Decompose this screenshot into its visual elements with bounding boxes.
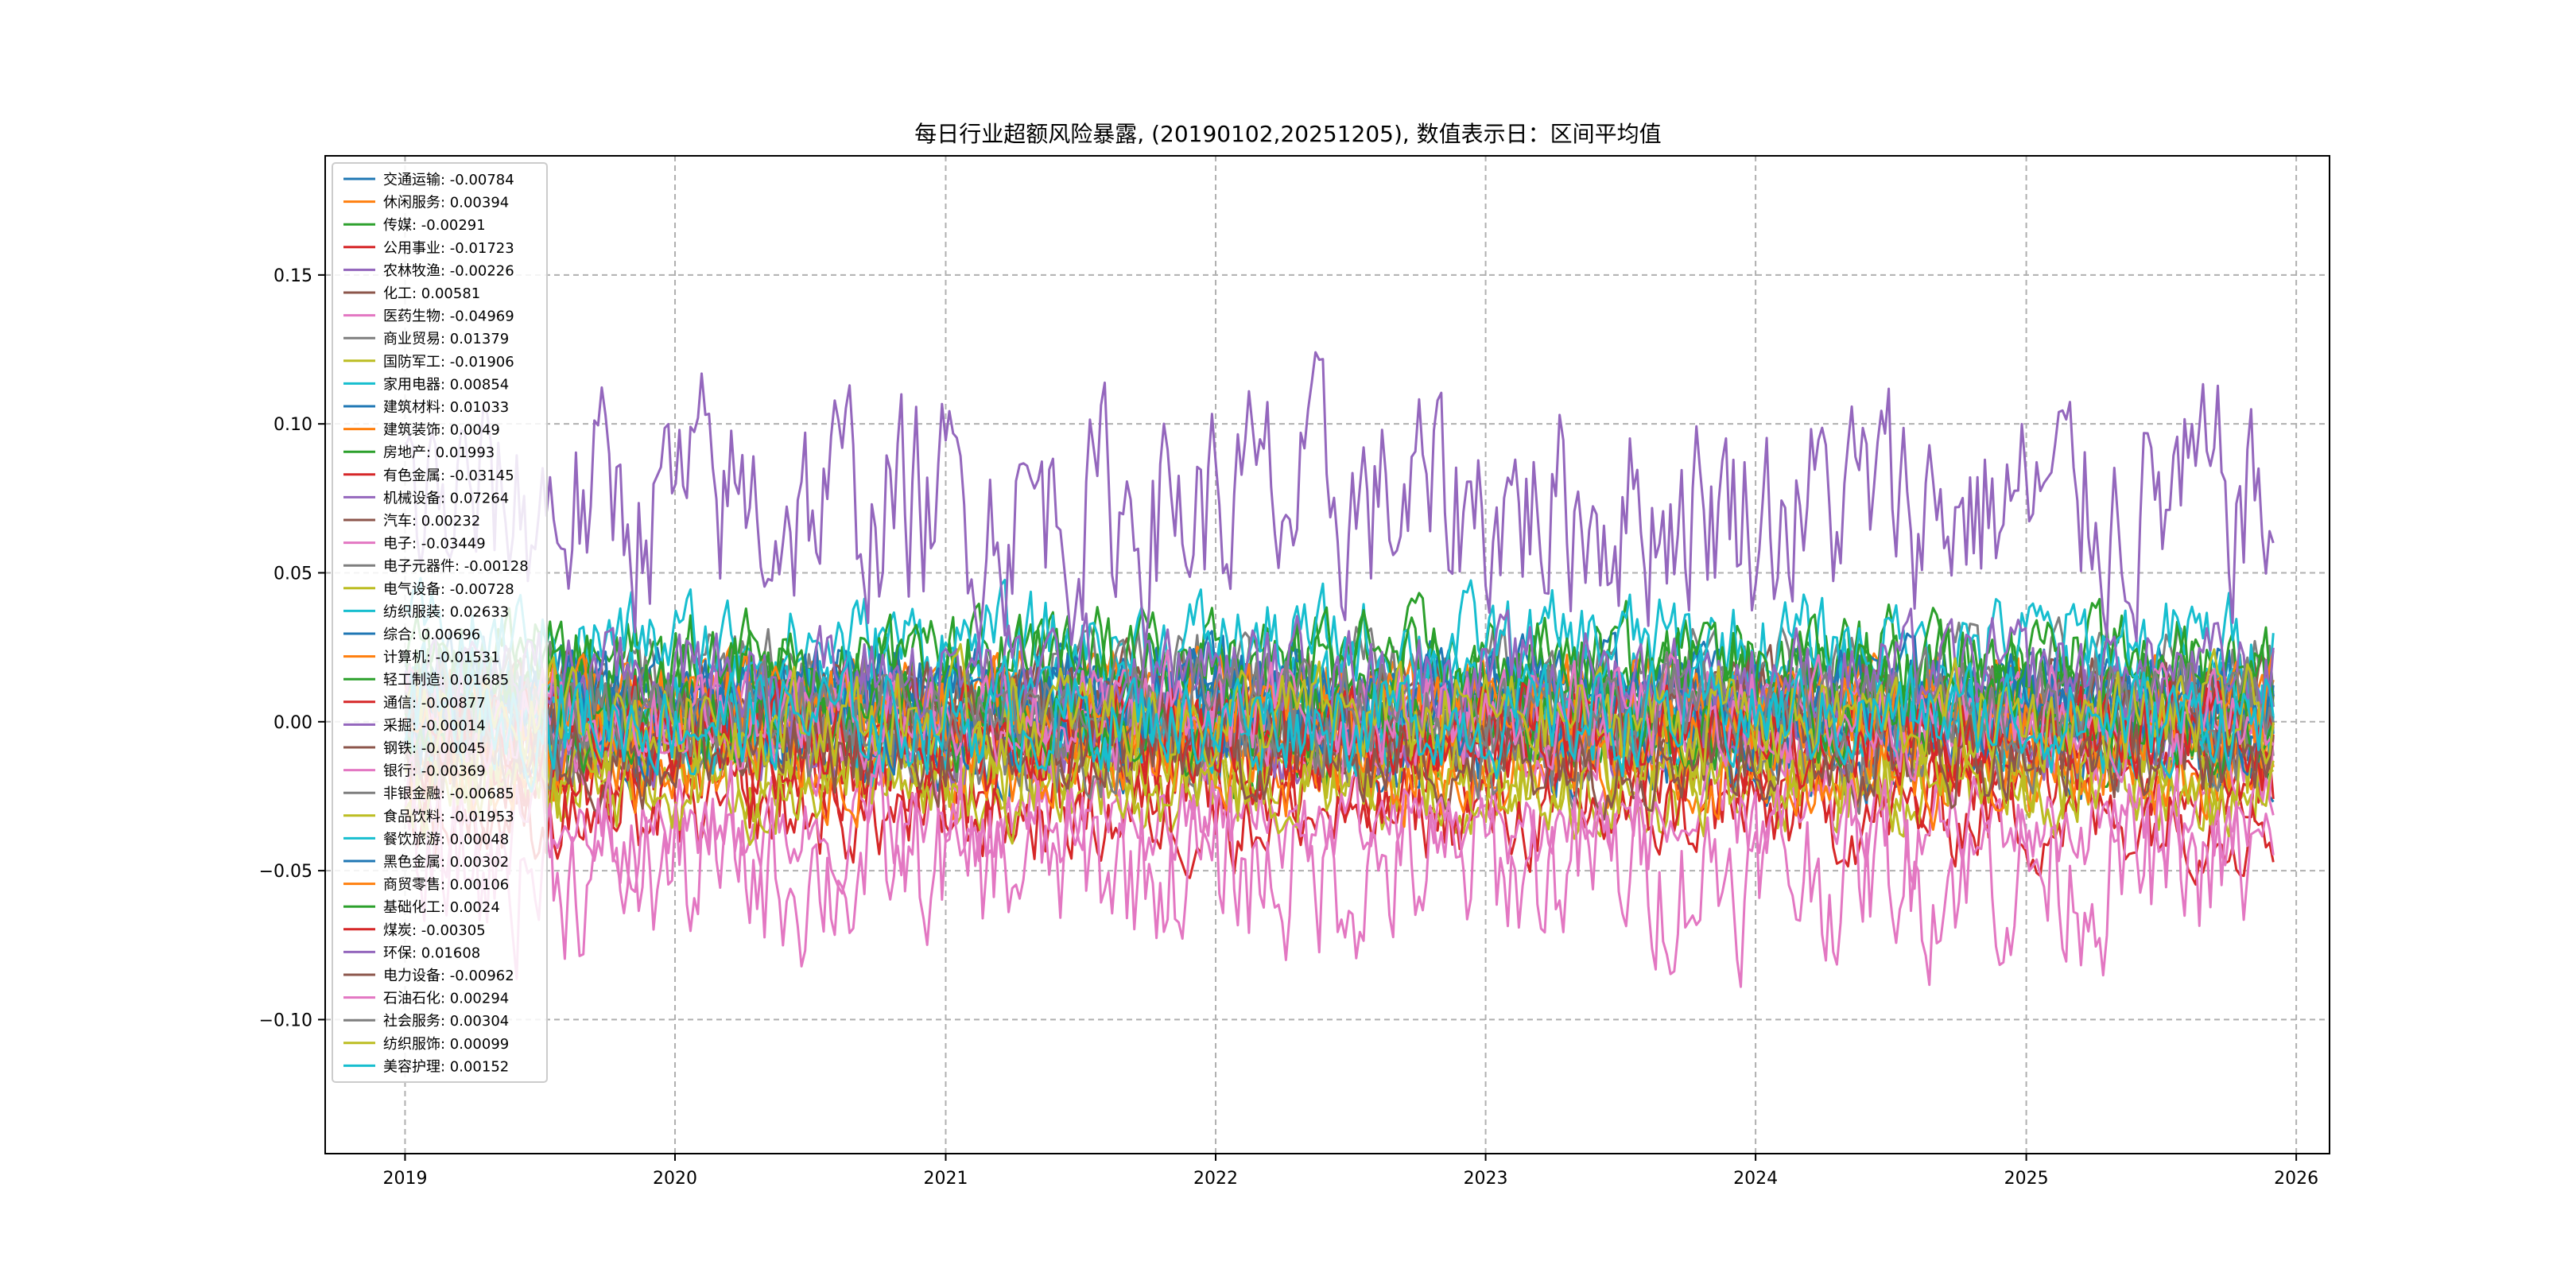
legend-entry: 黑色金属: 0.00302	[383, 854, 509, 871]
legend-entry: 石油石化: 0.00294	[383, 991, 509, 1007]
x-tick-label: 2021	[923, 1169, 968, 1189]
legend: 交通运输: -0.00784 休闲服务: 0.00394 传媒: -0.00291 公…	[332, 162, 548, 1083]
legend-entry: 美容护理: 0.00152	[383, 1058, 509, 1075]
legend-entry: 社会服务: 0.00304	[383, 1013, 509, 1030]
legend-entry: 非银金融: -0.00685	[383, 786, 514, 802]
y-tick-label: 0.10	[274, 415, 312, 435]
series-line	[404, 753, 2275, 988]
legend-entry: 计算机: -0.01531	[383, 650, 500, 666]
legend-entry: 轻工制造: 0.01685	[383, 672, 509, 689]
legend-entry: 农林牧渔: -0.00226	[383, 262, 514, 279]
legend-entry: 化工: 0.00581	[383, 285, 480, 302]
legend-entry: 传媒: -0.00291	[383, 217, 486, 234]
y-tick-label: 0.05	[274, 564, 312, 584]
series-layer	[404, 351, 2275, 988]
legend-entry: 银行: -0.00369	[383, 763, 486, 780]
legend-entry: 钢铁: -0.00045	[383, 740, 486, 757]
legend-entry: 环保: 0.01608	[383, 945, 480, 961]
legend-entry: 有色金属: -0.03145	[383, 467, 514, 484]
y-tick-label: 0.00	[274, 713, 312, 733]
series-line	[404, 684, 2275, 821]
series-line	[404, 638, 2275, 778]
legend-entry: 机械设备: 0.07264	[383, 490, 509, 506]
legend-entry: 房地产: 0.01993	[383, 444, 495, 461]
x-tick-label: 2022	[1193, 1169, 1238, 1189]
legend-entry: 家用电器: 0.00854	[383, 376, 509, 393]
x-tick-label: 2019	[382, 1169, 427, 1189]
legend-entry: 电力设备: -0.00962	[383, 968, 514, 984]
legend-entry: 采掘: -0.00014	[383, 717, 486, 734]
legend-entry: 食品饮料: -0.01953	[383, 809, 514, 825]
series-line	[405, 718, 2275, 846]
x-axis: 2019 2020 2021 2022 2023 2024 2025 2026	[382, 1154, 2318, 1189]
series-line	[404, 651, 2275, 793]
legend-entry: 基础化工: 0.0024	[383, 899, 500, 916]
legend-entry: 煤炭: -0.00305	[383, 922, 486, 939]
x-tick-label: 2020	[653, 1169, 697, 1189]
legend-entry: 综合: 0.00696	[383, 627, 480, 643]
chart-title: 每日行业超额风险暴露, (20190102,20251205), 数值表示日：区…	[914, 121, 1661, 147]
legend-entry: 休闲服务: 0.00394	[383, 195, 509, 211]
y-tick-label: 0.15	[274, 266, 312, 286]
legend-entry: 电子: -0.03449	[383, 536, 486, 553]
axes-frame	[324, 155, 2330, 1154]
legend-entry: 交通运输: -0.00784	[383, 172, 514, 188]
x-tick-label: 2023	[1464, 1169, 1508, 1189]
legend-entry: 建筑装饰: 0.0049	[383, 422, 500, 439]
x-tick-label: 2024	[1733, 1169, 1778, 1189]
series-line	[404, 351, 2275, 647]
legend-entry: 电子元器件: -0.00128	[383, 558, 529, 575]
legend-entry: 商业贸易: 0.01379	[383, 331, 509, 347]
legend-entry: 医药生物: -0.04969	[383, 308, 514, 325]
y-axis: −0.10 −0.05 0.00 0.05 0.10 0.15	[259, 266, 325, 1030]
legend-entry: 纺织服饰: 0.00099	[383, 1036, 509, 1053]
legend-entry: 国防军工: -0.01906	[383, 354, 514, 370]
x-tick-label: 2025	[2004, 1169, 2049, 1189]
legend-box	[332, 162, 548, 1083]
y-tick-label: −0.10	[259, 1011, 312, 1030]
legend-entry: 建筑材料: 0.01033	[383, 399, 509, 416]
legend-entry: 纺织服装: 0.02633	[383, 603, 509, 620]
legend-entry: 汽车: 0.00232	[383, 513, 480, 530]
x-tick-label: 2026	[2274, 1169, 2318, 1189]
legend-entry: 餐饮旅游: 0.00048	[383, 831, 509, 848]
legend-entry: 通信: -0.00877	[383, 695, 486, 712]
legend-entry: 电气设备: -0.00728	[383, 581, 514, 598]
legend-entry: 公用事业: -0.01723	[383, 240, 514, 257]
y-tick-label: −0.05	[259, 862, 312, 882]
legend-entry: 商贸零售: 0.00106	[383, 877, 509, 894]
